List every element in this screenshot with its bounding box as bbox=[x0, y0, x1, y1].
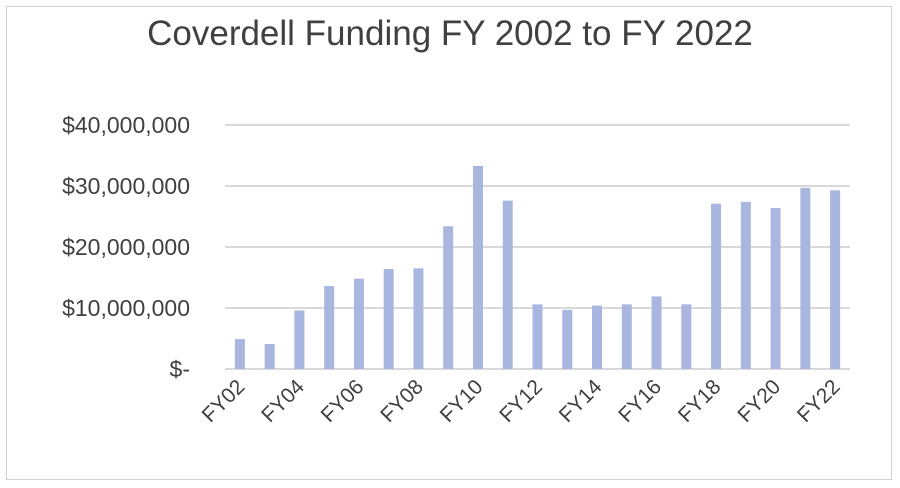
y-tick-label: $10,000,000 bbox=[62, 295, 190, 321]
bar-fy15 bbox=[621, 304, 632, 369]
bar-fy22 bbox=[830, 190, 841, 369]
x-tick-label: FY18 bbox=[674, 375, 726, 427]
x-tick-label: FY12 bbox=[495, 375, 547, 427]
bar-fy21 bbox=[800, 187, 811, 369]
bar-fy17 bbox=[681, 304, 692, 369]
y-tick-label: $30,000,000 bbox=[62, 173, 190, 199]
bar-fy07 bbox=[383, 268, 394, 369]
bar-fy20 bbox=[770, 207, 781, 369]
x-tick-label: FY14 bbox=[555, 375, 607, 427]
y-axis-tick-labels: $- $10,000,000 $20,000,000 $30,000,000 $40,0… bbox=[62, 112, 190, 382]
bar-fy02 bbox=[234, 339, 245, 369]
bar-fy06 bbox=[353, 278, 364, 369]
bars bbox=[234, 165, 841, 369]
bar-fy09 bbox=[443, 226, 454, 369]
x-tick-label: FY08 bbox=[376, 375, 428, 427]
bar-fy04 bbox=[294, 310, 305, 369]
bar-fy12 bbox=[532, 304, 543, 369]
bar-fy05 bbox=[324, 286, 335, 369]
bar-fy13 bbox=[562, 309, 573, 369]
y-tick-label: $20,000,000 bbox=[62, 234, 190, 260]
bar-fy19 bbox=[740, 201, 751, 369]
bar-fy03 bbox=[264, 343, 275, 369]
chart-title: Coverdell Funding FY 2002 to FY 2022 bbox=[147, 14, 753, 53]
bar-fy10 bbox=[472, 165, 483, 369]
bar-fy14 bbox=[592, 305, 603, 369]
bar-fy11 bbox=[502, 200, 513, 369]
x-tick-label: FY02 bbox=[198, 375, 250, 427]
x-tick-label: FY06 bbox=[317, 375, 369, 427]
x-tick-label: FY20 bbox=[733, 375, 785, 427]
y-tick-label: $40,000,000 bbox=[62, 112, 190, 138]
bar-fy18 bbox=[711, 203, 722, 369]
bar-fy08 bbox=[413, 268, 424, 369]
x-axis-tick-labels: FY02 FY04 FY06 FY08 FY10 FY12 FY14 FY16 FY18 FY20… bbox=[198, 375, 845, 427]
x-tick-label: FY04 bbox=[257, 375, 309, 427]
y-tick-label: $- bbox=[170, 356, 190, 382]
x-tick-label: FY10 bbox=[436, 375, 488, 427]
x-tick-label: FY16 bbox=[614, 375, 666, 427]
bar-fy16 bbox=[651, 296, 662, 369]
x-tick-label: FY22 bbox=[793, 375, 845, 427]
